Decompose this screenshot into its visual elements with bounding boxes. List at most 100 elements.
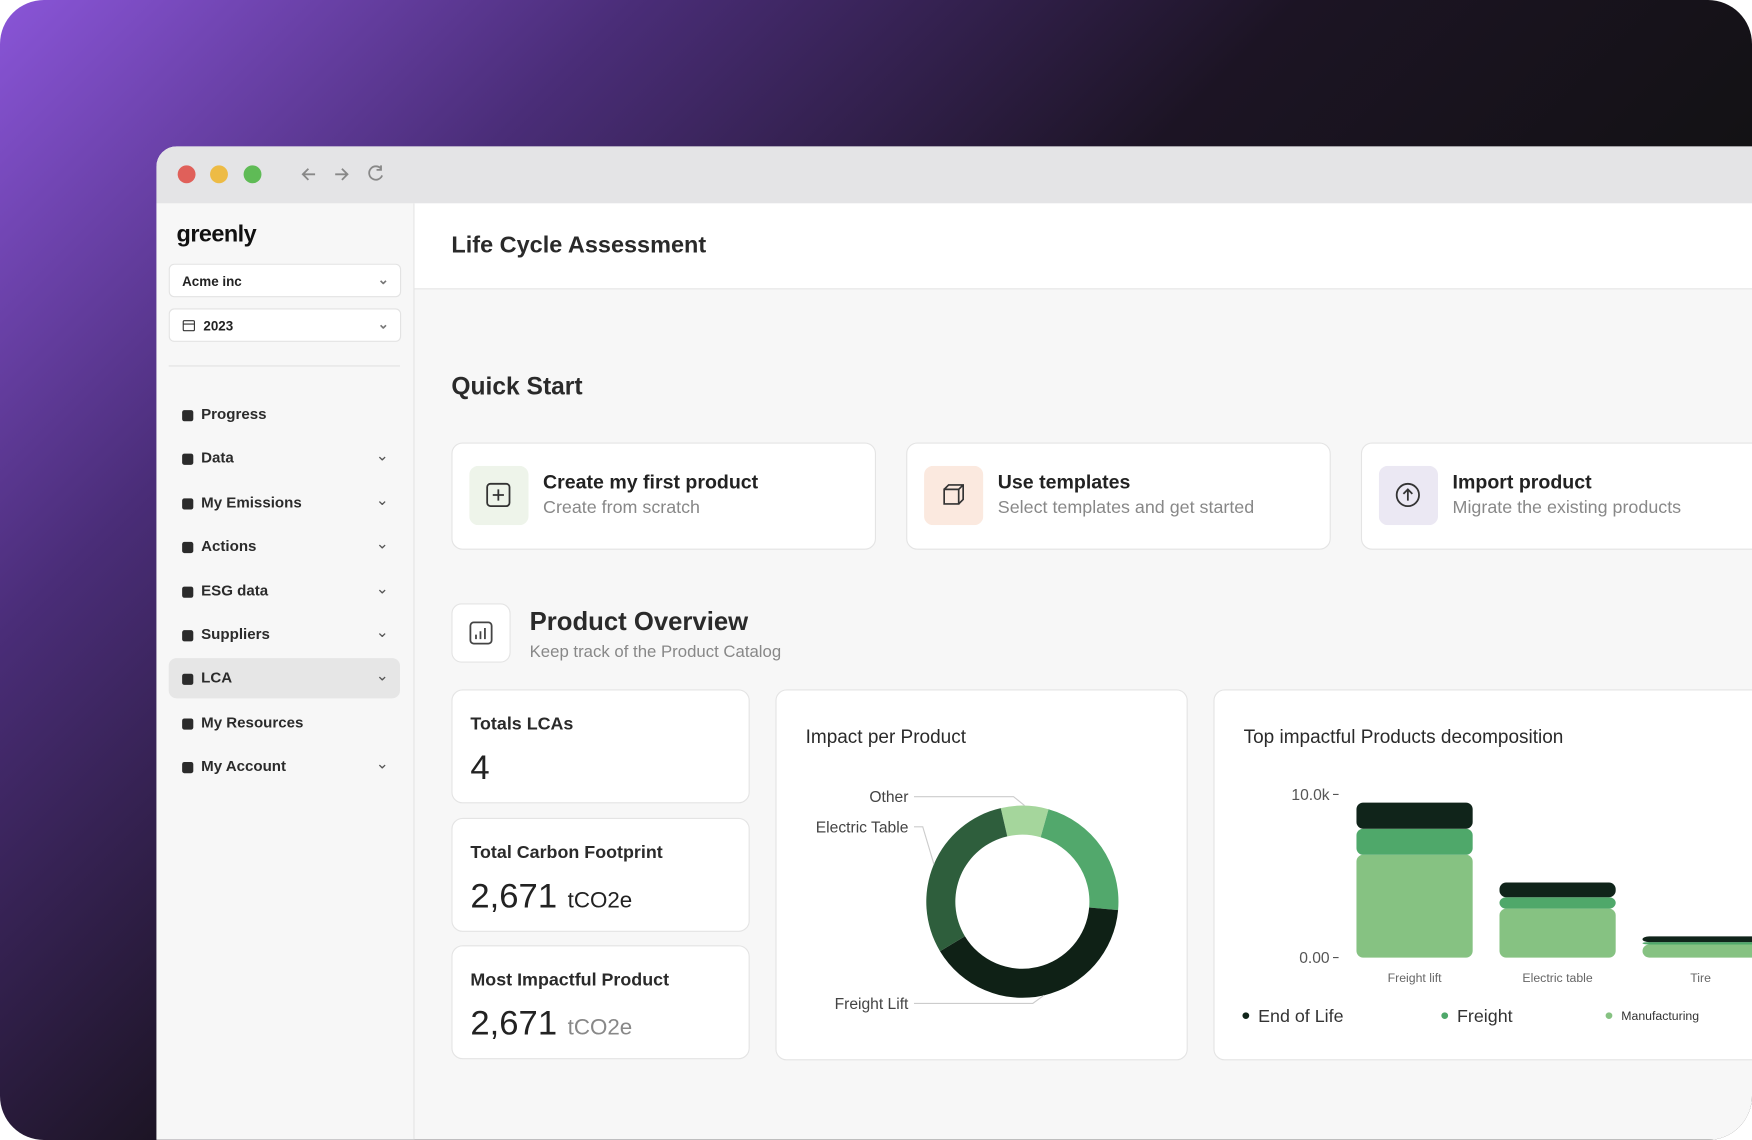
- bar-segment: [1499, 908, 1616, 958]
- charts: Impact per Product Other Freight Lift Elect…: [806, 727, 1752, 1026]
- card-icon: [1378, 465, 1439, 526]
- nav-label: My Emissions: [201, 493, 302, 511]
- nav-item[interactable]: LCA ⌄: [168, 658, 401, 699]
- nav-item[interactable]: Actions ⌄: [169, 526, 400, 566]
- stat-label: Totals LCAs: [470, 715, 574, 735]
- stat-unit: tCO2e: [567, 1015, 633, 1041]
- nav-icon: [182, 454, 194, 466]
- header: Life Cycle Assessment: [414, 203, 1752, 290]
- chevron: ⌄: [375, 534, 389, 553]
- nav-label: My Account: [201, 757, 287, 775]
- stat-label: Total Carbon Footprint: [470, 843, 663, 863]
- donut-label: Electric Table: [816, 819, 909, 836]
- nav-icon: [182, 630, 194, 642]
- nav-icon: [182, 410, 194, 422]
- divider: [168, 365, 401, 367]
- nav-item[interactable]: ESG data ⌄: [169, 571, 400, 611]
- card-subtitle: Create from scratch: [543, 498, 701, 518]
- quick-start-card[interactable]: Use templates Select templates and get st…: [906, 442, 1331, 550]
- bar-segment: [1356, 802, 1473, 829]
- chart-title: Impact per Product: [806, 727, 967, 748]
- legend-dot: [1242, 1012, 1250, 1020]
- nav-item[interactable]: My Account ⌄: [169, 747, 400, 787]
- chevron: ⌄: [375, 446, 389, 465]
- donut-segment: [1000, 805, 1049, 838]
- donut-segment: [926, 808, 1008, 952]
- nav-item[interactable]: Progress: [169, 394, 400, 434]
- leader-line: [913, 826, 935, 865]
- nav-label: Data: [201, 449, 234, 467]
- y-tick-label: 0.00: [1299, 950, 1330, 967]
- year: 2023: [203, 318, 234, 335]
- legend-label: Freight: [1457, 1006, 1513, 1026]
- nav-label: Suppliers: [201, 625, 270, 643]
- bar-segment: [1642, 942, 1752, 945]
- chevron: ⌄: [375, 666, 389, 685]
- window-controls: [177, 165, 383, 184]
- stat-card: Total Carbon Footprint 2,671 tCO2e: [451, 817, 750, 932]
- page-title: Life Cycle Assessment: [451, 232, 707, 259]
- chevron: ⌄: [375, 754, 389, 773]
- title-bar: [156, 146, 1752, 204]
- bar-segment: [1499, 882, 1616, 898]
- chevron: ⌄: [375, 578, 389, 597]
- quick-start-card[interactable]: Create my first product Create from scrat…: [451, 442, 877, 550]
- leader-line: [913, 796, 1026, 807]
- nav-item[interactable]: My Emissions ⌄: [169, 482, 400, 522]
- stat-unit: tCO2e: [567, 887, 633, 913]
- year-select[interactable]: 2023 ⌄: [168, 308, 402, 342]
- nav-item[interactable]: My Resources: [169, 703, 400, 743]
- donut-label: Freight Lift: [835, 996, 909, 1013]
- overview-icon: [451, 603, 511, 663]
- company: Acme inc: [182, 273, 242, 290]
- overview-subtitle: Keep track of the Product Catalog: [529, 642, 782, 662]
- nav-label: ESG data: [201, 581, 269, 599]
- legend-dot: [1605, 1012, 1613, 1020]
- nav-icon: [182, 586, 194, 598]
- stat-label: Most Impactful Product: [470, 970, 670, 990]
- nav-label: LCA: [201, 669, 233, 687]
- nav-icon: [182, 542, 194, 554]
- stat-value: 4: [470, 747, 490, 787]
- nav-item[interactable]: Data ⌄: [169, 438, 400, 478]
- leader-line: [913, 994, 1045, 1004]
- legend-label: Manufacturing: [1621, 1009, 1699, 1023]
- bar-segment: [1499, 897, 1616, 909]
- donut-segment: [1040, 809, 1119, 911]
- bar-segment: [1642, 936, 1752, 943]
- company-select[interactable]: Acme inc ⌄: [168, 263, 402, 298]
- legend-dot: [1441, 1012, 1449, 1020]
- x-tick-label: Freight lift: [1388, 971, 1443, 985]
- legend-label: End of Life: [1258, 1006, 1343, 1026]
- calendar-icon: [182, 320, 195, 332]
- x-tick-label: Electric table: [1522, 971, 1592, 985]
- section-title: Quick Start: [451, 372, 583, 401]
- nav-icon: [182, 718, 194, 730]
- card-icon: [924, 465, 984, 526]
- donut-label: Other: [869, 789, 908, 806]
- card-subtitle: Select templates and get started: [997, 498, 1255, 518]
- stat-card: Totals LCAs 4: [451, 689, 750, 804]
- card-title: Import product: [1452, 470, 1592, 493]
- nav-icon: [182, 498, 194, 510]
- bar-card: [1213, 689, 1752, 1061]
- sidebar: greenly Acme inc ⌄ 2023 ⌄ Progress Data ⌄ My …: [156, 203, 415, 1140]
- donut-card: [775, 689, 1188, 1061]
- x-tick-label: Tire: [1690, 971, 1711, 985]
- y-tick-label: 10.0k: [1291, 787, 1329, 804]
- chart-title: Top impactful Products decomposition: [1244, 727, 1564, 748]
- bar-segment: [1356, 828, 1473, 855]
- quick-start-card[interactable]: Import product Migrate the existing produ…: [1360, 442, 1752, 550]
- logo[interactable]: greenly: [176, 221, 257, 247]
- nav-label: Progress: [201, 405, 267, 423]
- overview-title: Product Overview: [529, 606, 749, 636]
- stat-value: 2,671: [470, 1003, 558, 1043]
- nav-item[interactable]: Suppliers ⌄: [169, 615, 400, 655]
- chevron: ⌄: [375, 622, 389, 641]
- stat-card: Most Impactful Product 2,671 tCO2e: [451, 945, 750, 1060]
- nav-label: Actions: [201, 537, 257, 555]
- card-subtitle: Migrate the existing products: [1452, 498, 1682, 518]
- bar-segment: [1356, 854, 1473, 958]
- nav-icon: [182, 674, 194, 686]
